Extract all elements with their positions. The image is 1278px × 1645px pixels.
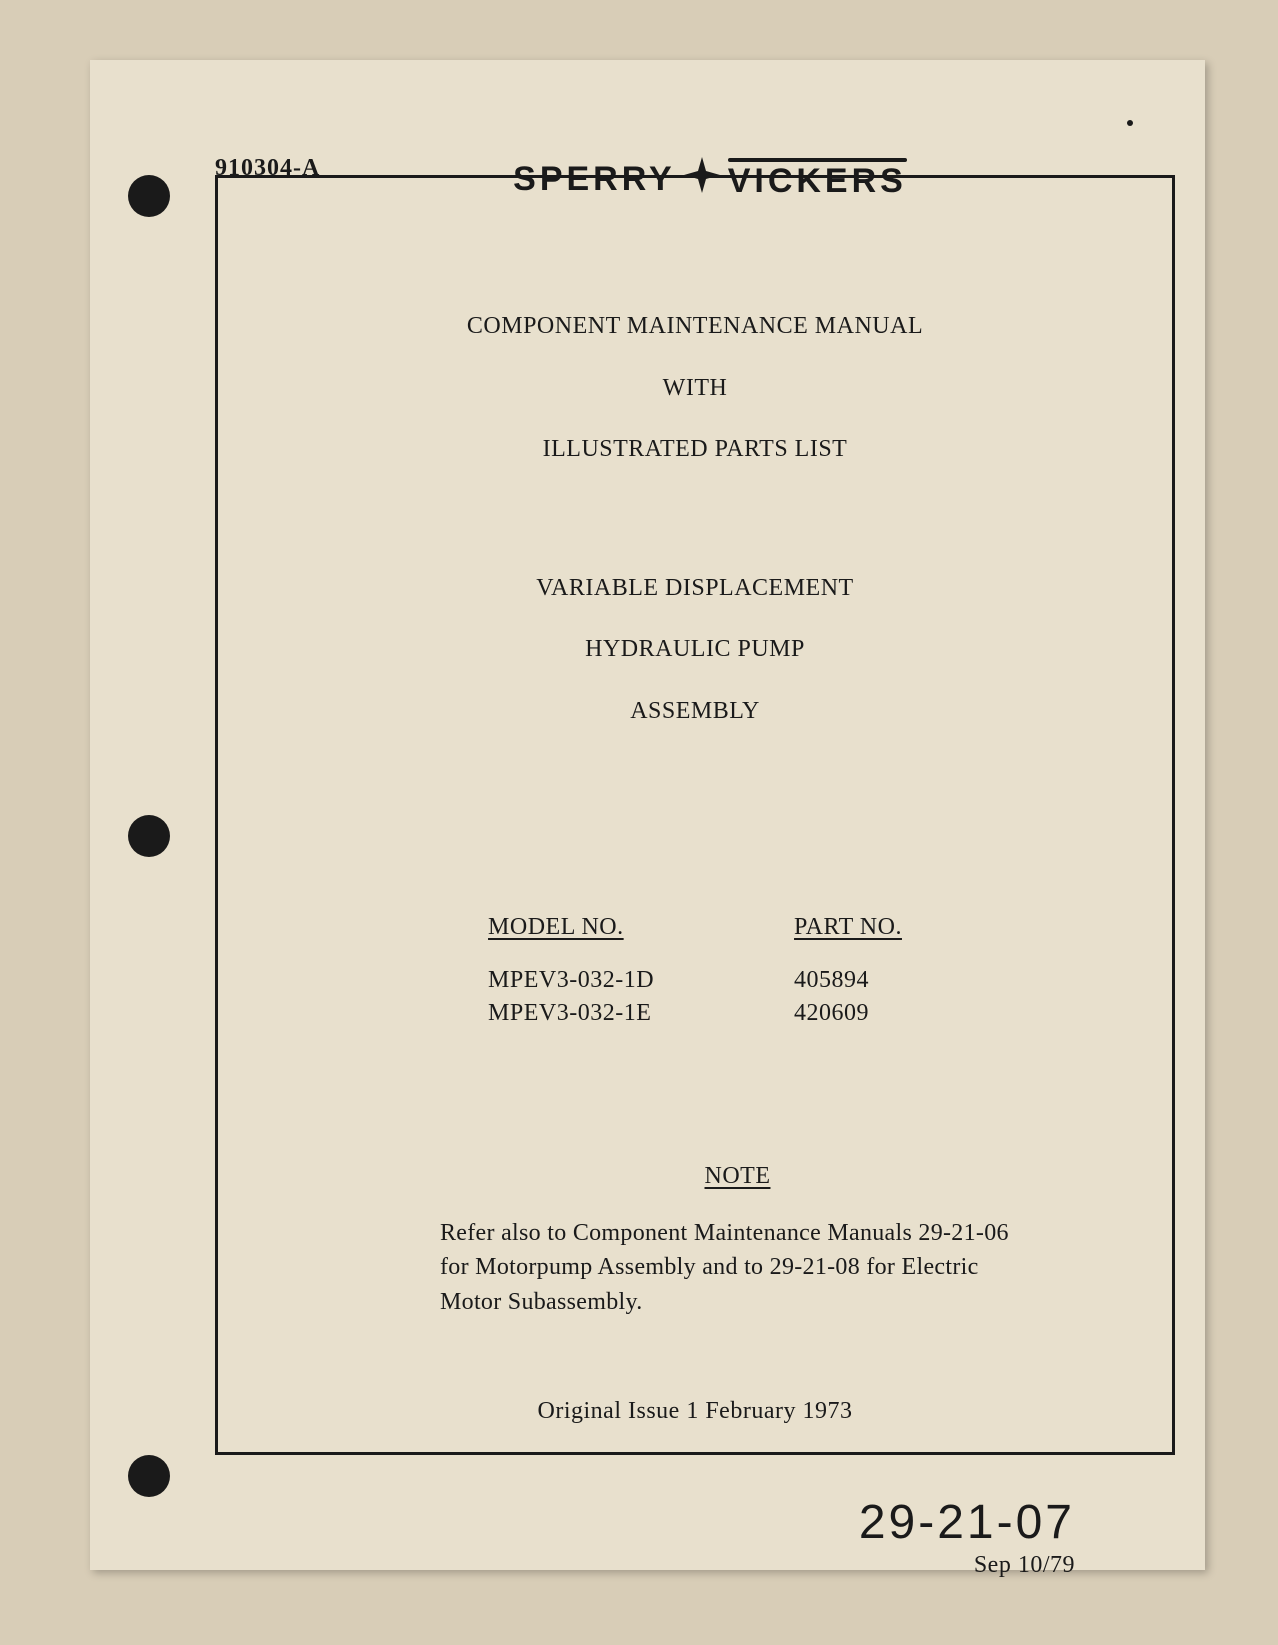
product-block: VARIABLE DISPLACEMENT HYDRAULIC PUMP ASS… [215, 572, 1175, 729]
issue-date: Original Issue 1 February 1973 [215, 1398, 1175, 1425]
part-cell: 405894 [794, 967, 902, 994]
model-header: MODEL NO. [488, 914, 654, 941]
punch-hole-icon [128, 1455, 170, 1497]
title-line: ILLUSTRATED PARTS LIST [215, 433, 1175, 467]
model-column: MODEL NO. MPEV3-032-1D MPEV3-032-1E [488, 914, 654, 1033]
product-line: VARIABLE DISPLACEMENT [215, 572, 1175, 606]
note-header: NOTE [440, 1163, 1035, 1190]
footer-code: 29-21-07 [859, 1495, 1075, 1550]
model-cell: MPEV3-032-1D [488, 967, 654, 994]
product-line: ASSEMBLY [215, 695, 1175, 729]
note-block: NOTE Refer also to Component Maintenance… [215, 1163, 1175, 1320]
title-block: COMPONENT MAINTENANCE MANUAL WITH ILLUST… [215, 310, 1175, 467]
punch-hole-icon [128, 175, 170, 217]
part-header: PART NO. [794, 914, 902, 941]
footer-date: Sep 10/79 [859, 1552, 1075, 1579]
content-area: COMPONENT MAINTENANCE MANUAL WITH ILLUST… [215, 175, 1175, 1455]
footer: 29-21-07 Sep 10/79 [859, 1495, 1075, 1579]
title-line: WITH [215, 372, 1175, 406]
note-body: Refer also to Component Maintenance Manu… [440, 1216, 1035, 1320]
document-page: 910304-A SPERRY VICKERS COMPONENT MAINTE… [90, 60, 1205, 1570]
product-line: HYDRAULIC PUMP [215, 633, 1175, 667]
part-cell: 420609 [794, 1000, 902, 1027]
model-cell: MPEV3-032-1E [488, 1000, 654, 1027]
title-line: COMPONENT MAINTENANCE MANUAL [215, 310, 1175, 344]
model-part-table: MODEL NO. MPEV3-032-1D MPEV3-032-1E PART… [215, 914, 1175, 1033]
punch-hole-icon [128, 815, 170, 857]
stray-mark [1127, 120, 1133, 126]
part-column: PART NO. 405894 420609 [794, 914, 902, 1033]
